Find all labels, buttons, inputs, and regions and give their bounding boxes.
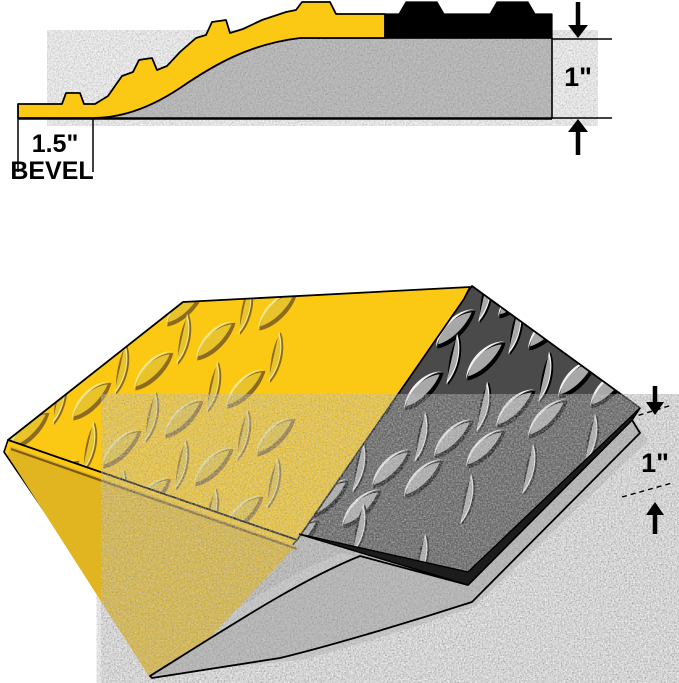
mat-dark-edge-band [298, 407, 641, 586]
isometric-mat-diagram: 1" [3, 285, 673, 679]
arrow-up-icon [568, 119, 588, 155]
mat-left-edge-strip [3, 439, 298, 678]
isometric-thickness-dimension: 1" [621, 386, 673, 534]
cross-section-thickness-value: 1" [564, 62, 592, 92]
bevel-dimension-caption: BEVEL [10, 157, 93, 185]
iso-extension-line-top [629, 404, 673, 419]
cross-section-diagram: 1.5" BEVEL 1" [10, 1, 612, 185]
isometric-thickness-value: 1" [641, 448, 669, 478]
cross-section-thickness-dimension: 1" [552, 2, 612, 155]
iso-extension-line-bottom [621, 482, 673, 498]
arrow-up-icon [646, 502, 664, 534]
bevel-dimension-value: 1.5" [32, 130, 79, 158]
bevel-dimension: 1.5" BEVEL [10, 118, 94, 185]
black-tread-profile [384, 1, 553, 39]
mat-front-core-band [149, 419, 641, 679]
arrow-down-icon [646, 386, 664, 415]
arrow-down-icon [568, 2, 588, 38]
